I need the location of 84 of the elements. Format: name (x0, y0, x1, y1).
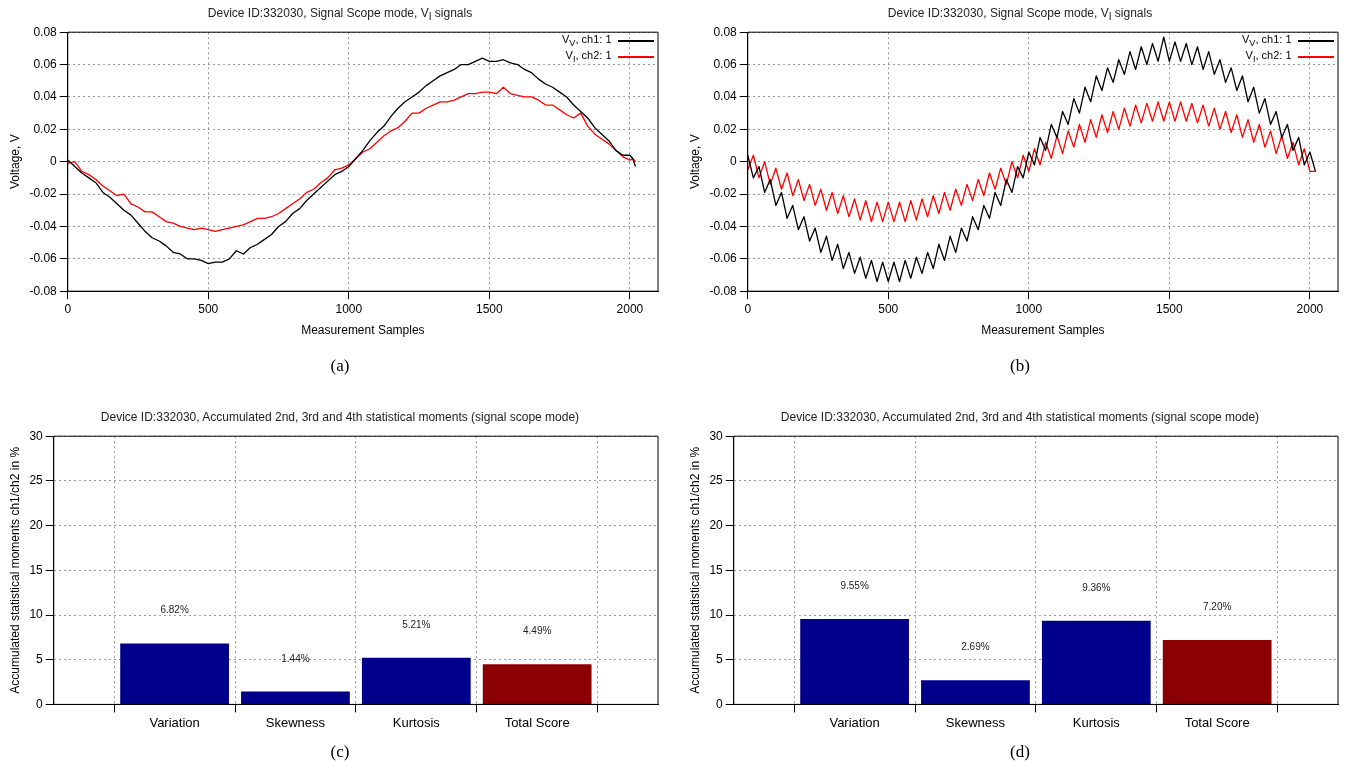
data-label: 2.69% (961, 641, 990, 653)
y-tick-label: 25 (709, 473, 724, 488)
y-tick-label: 15 (709, 562, 724, 577)
x-tick-label: 1500 (476, 301, 504, 316)
y-tick-label: -0.04 (709, 218, 738, 233)
y-tick-label: 5 (36, 652, 44, 667)
legend-label: V$_{V}$, ch1: 1 (562, 33, 612, 50)
x-tick-label: Kurtosis (392, 714, 441, 730)
y-axis-title: Voltage, V (687, 134, 702, 190)
x-tick-label: 1000 (335, 301, 363, 316)
bar (482, 664, 592, 704)
y-tick-label: -0.06 (709, 251, 738, 266)
legend-label: V$_{I}$, ch2: 1 (1245, 49, 1292, 66)
data-label: 9.55% (840, 580, 869, 592)
y-tick-label: 20 (709, 517, 724, 532)
y-axis-title: Voltage, V (7, 134, 22, 190)
data-label: 9.36% (1082, 581, 1111, 593)
x-axis-title: Measurement Samples (981, 323, 1105, 338)
bar (921, 680, 1030, 704)
text: (b) (1009, 356, 1031, 376)
chart-title: Device ID:332030, Accumulated 2nd, 3rd and 4th statistical moments (signal scope mode) (99, 410, 581, 424)
y-tick-label: 0 (716, 696, 724, 711)
text: (c) (329, 742, 351, 762)
legend-label: V$_{I}$, ch2: 1 (565, 49, 612, 66)
y-tick-label: 30 (709, 428, 724, 443)
y-tick-label: 25 (29, 473, 44, 488)
y-tick-label: 0.02 (33, 121, 58, 136)
x-axis-title: Measurement Samples (301, 323, 425, 338)
x-tick-label: 0 (744, 301, 752, 316)
bar (1041, 620, 1151, 704)
y-tick-label: -0.08 (709, 283, 738, 298)
y-tick-label: 0.02 (713, 121, 738, 136)
y-tick-label: 0.04 (713, 89, 738, 104)
x-tick-label: 500 (878, 301, 899, 316)
y-tick-label: 20 (29, 517, 44, 532)
bar (1162, 640, 1272, 704)
y-tick-label: -0.02 (29, 186, 58, 201)
y-tick-label: 0.04 (33, 89, 58, 104)
x-tick-label: Total Score (504, 714, 570, 730)
y-tick-label: -0.06 (29, 251, 58, 266)
x-tick-label: Variation (149, 714, 200, 730)
data-label: 6.82% (160, 604, 189, 616)
data-label: 7.20% (1202, 601, 1232, 613)
y-tick-label: 0 (50, 154, 58, 169)
y-tick-label: 10 (29, 607, 44, 622)
y-tick-label: 30 (29, 428, 44, 443)
bar (800, 619, 909, 704)
y-tick-label: 15 (29, 562, 44, 577)
y-tick-label: 5 (716, 652, 724, 667)
y-axis-title: Accumulated statistical moments ch1/ch2 in % (687, 446, 702, 694)
y-tick-label: -0.08 (29, 283, 58, 298)
x-tick-label: 1000 (1015, 301, 1043, 316)
y-tick-label: -0.04 (29, 218, 58, 233)
x-tick-label: 1500 (1156, 301, 1184, 316)
text: (a) (329, 356, 351, 376)
y-tick-label: 0.06 (33, 56, 58, 71)
x-tick-label: 2000 (616, 301, 644, 316)
x-tick-label: 2000 (1296, 301, 1324, 316)
chart-title: Device ID:332030, Accumulated 2nd, 3rd and 4th statistical moments (signal scope mode) (779, 410, 1261, 424)
bar (120, 643, 229, 704)
y-tick-label: -0.02 (709, 186, 738, 201)
bar (241, 691, 350, 704)
x-tick-label: 500 (198, 301, 219, 316)
x-tick-label: 0 (64, 301, 72, 316)
chart-title: Device ID:332030, Signal Scope mode, V$_{I}$ signals (886, 6, 1154, 23)
x-tick-label: Skewness (265, 714, 326, 730)
data-label: 5.21% (402, 618, 431, 630)
y-tick-label: 0.08 (33, 24, 58, 39)
y-tick-label: 0.08 (713, 24, 738, 39)
y-tick-label: 0 (36, 696, 44, 711)
x-tick-label: Skewness (945, 714, 1006, 730)
x-tick-label: Variation (829, 714, 880, 730)
data-label: 4.49% (522, 625, 552, 637)
x-tick-label: Kurtosis (1072, 714, 1121, 730)
bar (361, 657, 471, 704)
y-tick-label: 10 (709, 607, 724, 622)
data-label: 1.44% (281, 652, 310, 664)
text: (d) (1009, 742, 1031, 762)
x-tick-label: Total Score (1184, 714, 1250, 730)
y-tick-label: 0 (730, 154, 738, 169)
y-axis-title: Accumulated statistical moments ch1/ch2 in % (7, 446, 22, 694)
y-tick-label: 0.06 (713, 56, 738, 71)
chart-title: Device ID:332030, Signal Scope mode, V$_{I}$ signals (206, 6, 474, 23)
legend-label: V$_{V}$, ch1: 1 (1242, 33, 1292, 50)
